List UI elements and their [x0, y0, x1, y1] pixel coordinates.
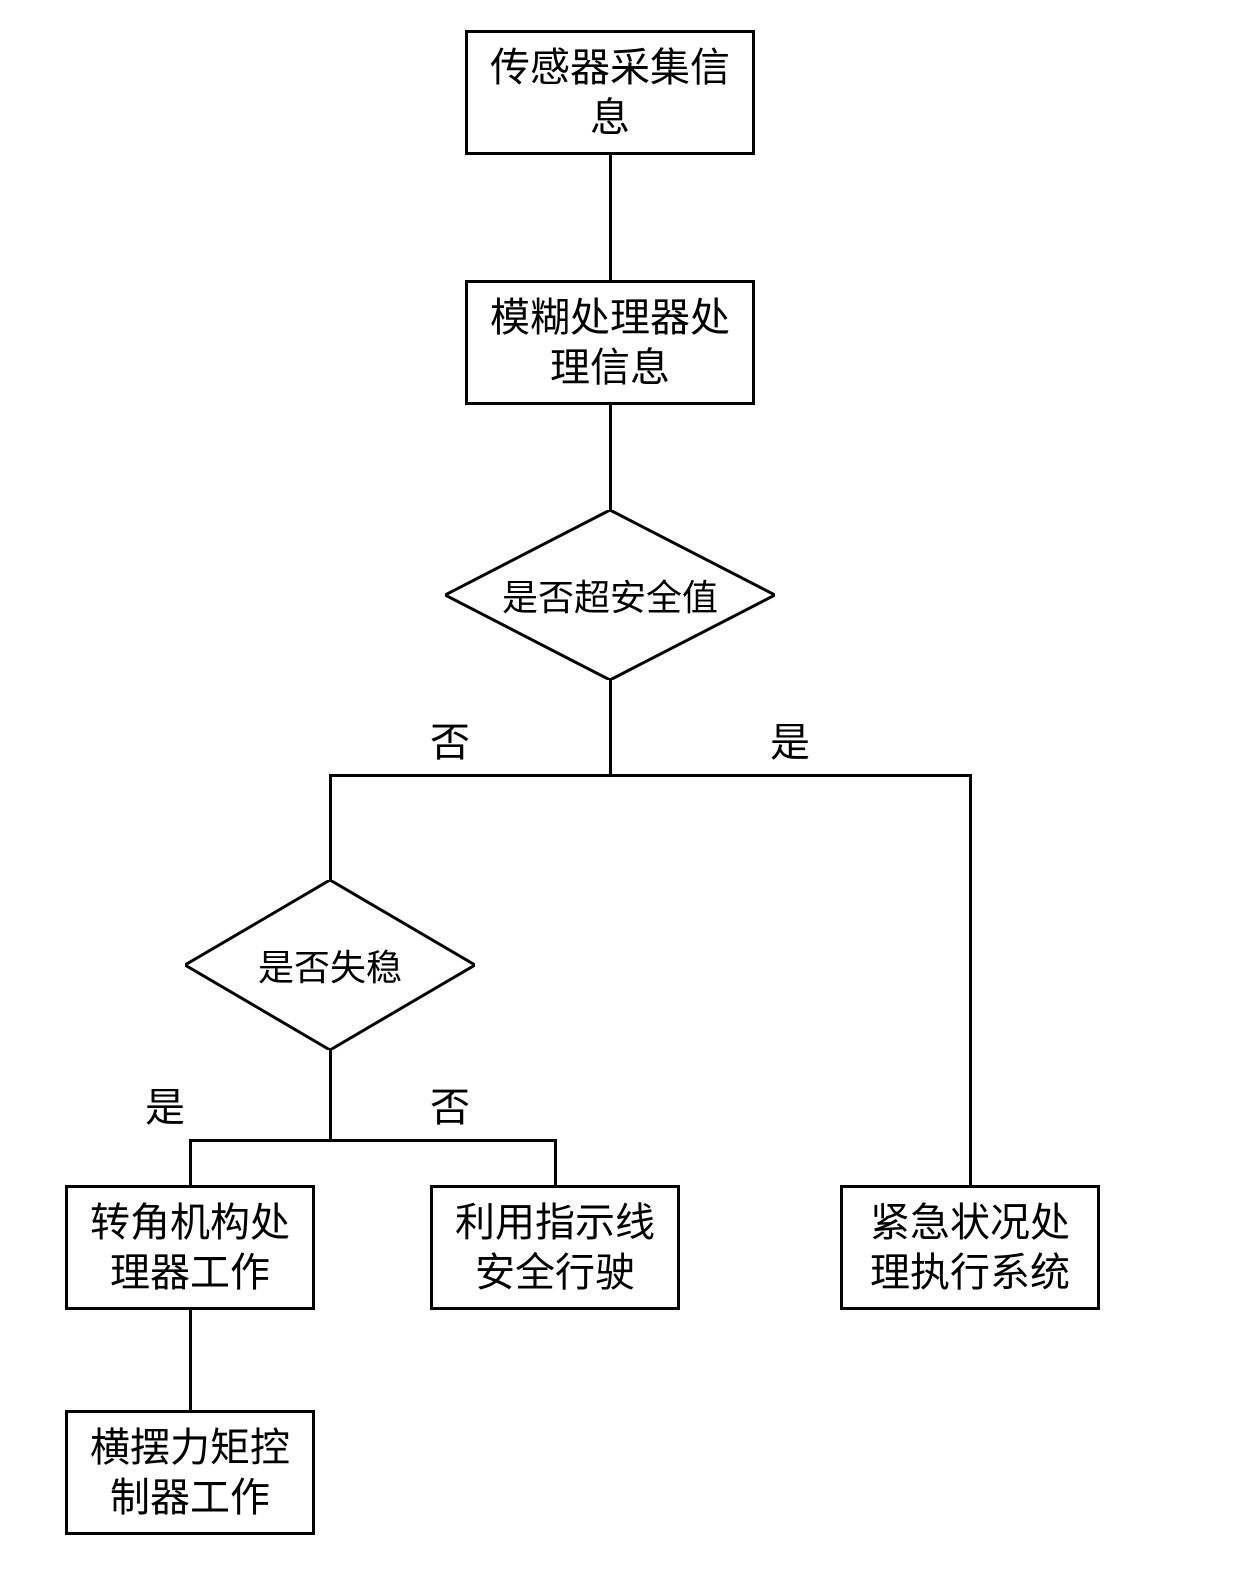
node-label: 横摆力矩控制器工作	[90, 1423, 290, 1523]
edge	[329, 1050, 332, 1140]
node-label: 转角机构处理器工作	[90, 1198, 290, 1298]
node-emergency-exec: 紧急状况处理执行系统	[840, 1185, 1100, 1310]
edge	[329, 775, 332, 880]
edge	[554, 1140, 557, 1185]
node-fuzzy-process: 模糊处理器处理信息	[465, 280, 755, 405]
edge	[189, 1140, 192, 1185]
node-label: 模糊处理器处理信息	[490, 293, 730, 393]
edge-label-no-1: 否	[430, 710, 470, 768]
edge-label-yes-2: 是	[145, 1075, 185, 1133]
node-label: 利用指示线安全行驶	[455, 1198, 655, 1298]
edge	[969, 775, 972, 1185]
node-label: 是否失稳	[258, 939, 402, 991]
node-yaw-moment-controller: 横摆力矩控制器工作	[65, 1410, 315, 1535]
edge	[189, 1310, 192, 1410]
decision-unstable: 是否失稳	[185, 880, 475, 1050]
edge-label-yes-1: 是	[770, 710, 810, 768]
node-indicator-safe-drive: 利用指示线安全行驶	[430, 1185, 680, 1310]
edge	[329, 774, 972, 777]
edge	[609, 680, 612, 775]
node-sensor-collect: 传感器采集信息	[465, 30, 755, 155]
node-label: 传感器采集信息	[490, 43, 730, 143]
edge	[609, 155, 612, 280]
edge-label-no-2: 否	[430, 1075, 470, 1133]
edge	[189, 1139, 557, 1142]
node-label: 紧急状况处理执行系统	[870, 1198, 1070, 1298]
decision-exceed-safe: 是否超安全值	[445, 510, 775, 680]
node-label: 是否超安全值	[502, 569, 718, 621]
edge	[609, 405, 612, 510]
flowchart-canvas: 传感器采集信息 模糊处理器处理信息 是否超安全值 是否失稳 转角机构处理器工作 …	[0, 0, 1240, 1575]
node-angle-processor: 转角机构处理器工作	[65, 1185, 315, 1310]
